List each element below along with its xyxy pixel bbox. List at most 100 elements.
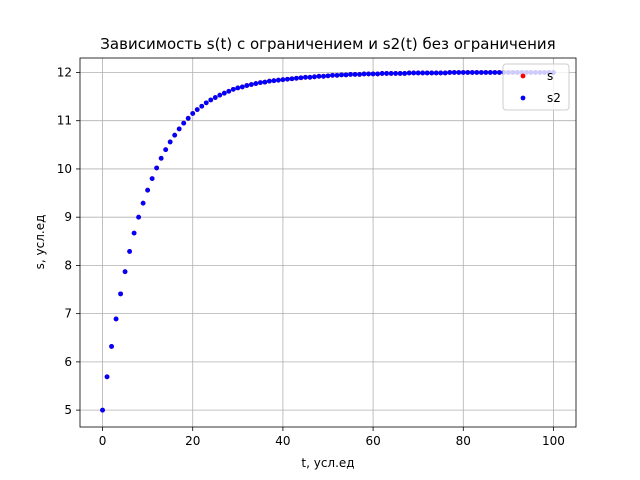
data-point-s2 bbox=[375, 71, 380, 77]
data-point-s2 bbox=[460, 70, 466, 75]
data-point-s2 bbox=[474, 70, 480, 75]
y-tick-label: 8 bbox=[64, 258, 72, 272]
data-point-s2 bbox=[447, 70, 453, 75]
data-point-s2 bbox=[104, 374, 110, 380]
data-point-s2 bbox=[154, 165, 160, 171]
data-point-s2 bbox=[248, 82, 254, 87]
data-point-s2 bbox=[496, 70, 502, 75]
data-point-s2 bbox=[118, 291, 123, 297]
data-point-s2 bbox=[483, 70, 489, 75]
data-point-s2 bbox=[397, 71, 403, 76]
data-point-s2 bbox=[307, 74, 313, 80]
data-point-s2 bbox=[127, 249, 132, 254]
data-point-s2 bbox=[253, 81, 259, 86]
data-point-s2 bbox=[190, 111, 196, 116]
data-point-s2 bbox=[487, 70, 493, 75]
x-tick-label: 0 bbox=[99, 434, 107, 448]
data-point-s2 bbox=[194, 107, 200, 113]
data-point-s2 bbox=[379, 71, 385, 76]
data-point-s2 bbox=[113, 316, 119, 322]
data-point-s2 bbox=[271, 78, 277, 84]
data-point-s2 bbox=[321, 73, 326, 79]
data-point-s2 bbox=[244, 83, 250, 88]
data-point-s2 bbox=[145, 187, 151, 193]
legend: s s2 bbox=[502, 63, 570, 111]
data-point-s2 bbox=[357, 72, 362, 77]
data-point-s2 bbox=[334, 72, 340, 78]
data-point-s2 bbox=[289, 76, 295, 82]
data-point-s2 bbox=[384, 71, 390, 76]
data-point-s2 bbox=[239, 84, 245, 90]
data-point-s2 bbox=[294, 75, 299, 81]
data-point-s2 bbox=[348, 72, 353, 77]
data-point-s2 bbox=[158, 155, 164, 161]
data-point-s2 bbox=[280, 77, 286, 83]
data-point-s2 bbox=[167, 139, 173, 145]
data-point-s2 bbox=[451, 70, 457, 75]
x-tick-label: 60 bbox=[365, 434, 380, 448]
data-point-s2 bbox=[235, 85, 241, 91]
data-point-s2 bbox=[312, 74, 317, 80]
data-point-s2 bbox=[100, 407, 105, 413]
data-point-s2 bbox=[492, 70, 498, 75]
data-point-s2 bbox=[181, 120, 187, 126]
series-s2 bbox=[100, 70, 556, 413]
legend-label-s: s bbox=[547, 69, 553, 83]
y-axis-label: s, усл.ед bbox=[33, 215, 47, 270]
series-s bbox=[100, 70, 556, 413]
data-point-s2 bbox=[429, 70, 435, 76]
data-point-s2 bbox=[122, 269, 128, 275]
data-point-s2 bbox=[203, 100, 209, 106]
data-point-s2 bbox=[276, 77, 281, 83]
data-point-s2 bbox=[185, 115, 191, 121]
y-tick-label: 10 bbox=[57, 162, 72, 176]
data-point-s2 bbox=[339, 72, 344, 78]
data-point-s2 bbox=[298, 75, 304, 81]
series-layer bbox=[100, 70, 556, 413]
data-point-s2 bbox=[433, 70, 439, 76]
data-point-s2 bbox=[172, 132, 178, 138]
y-tick-label: 6 bbox=[64, 355, 72, 369]
legend-marker-s2 bbox=[520, 95, 526, 101]
y-tick-label: 11 bbox=[57, 114, 72, 128]
data-point-s2 bbox=[343, 72, 349, 78]
data-point-s2 bbox=[388, 71, 394, 76]
data-point-s2 bbox=[370, 71, 376, 77]
data-point-s2 bbox=[330, 72, 335, 78]
data-point-s2 bbox=[352, 72, 358, 77]
x-tick-label: 80 bbox=[456, 434, 471, 448]
data-point-s2 bbox=[303, 74, 308, 80]
data-point-s2 bbox=[411, 70, 417, 76]
x-axis-label: t, усл.ед bbox=[301, 456, 354, 470]
x-tick-label: 100 bbox=[542, 434, 565, 448]
x-tick-label: 20 bbox=[185, 434, 200, 448]
data-point-s2 bbox=[393, 71, 399, 76]
legend-marker-s bbox=[520, 73, 526, 79]
y-axis: 5 6 7 8 9 10 11 12 bbox=[57, 65, 80, 417]
data-point-s2 bbox=[442, 70, 448, 76]
data-point-s2 bbox=[402, 71, 408, 76]
data-point-s2 bbox=[285, 76, 290, 82]
data-point-s2 bbox=[149, 176, 155, 181]
data-point-s2 bbox=[226, 88, 232, 94]
data-point-s2 bbox=[212, 95, 218, 100]
y-tick-label: 9 bbox=[64, 210, 72, 224]
data-point-s2 bbox=[465, 70, 471, 75]
data-point-s2 bbox=[366, 71, 371, 77]
data-point-s2 bbox=[478, 70, 484, 75]
data-point-s2 bbox=[208, 97, 214, 103]
data-point-s2 bbox=[438, 70, 444, 76]
data-point-s2 bbox=[176, 126, 182, 132]
data-point-s2 bbox=[257, 80, 263, 85]
data-point-s2 bbox=[469, 70, 475, 75]
chart-title: Зависимость s(t) с ограничением и s2(t) … bbox=[100, 35, 555, 53]
data-point-s2 bbox=[230, 86, 236, 92]
data-point-s2 bbox=[109, 344, 114, 349]
x-tick-label: 40 bbox=[275, 434, 290, 448]
legend-box bbox=[502, 63, 570, 111]
data-point-s2 bbox=[217, 92, 223, 98]
plot-frame bbox=[79, 57, 577, 428]
grid bbox=[80, 58, 576, 427]
data-point-s2 bbox=[316, 73, 322, 79]
data-point-s2 bbox=[136, 214, 142, 220]
